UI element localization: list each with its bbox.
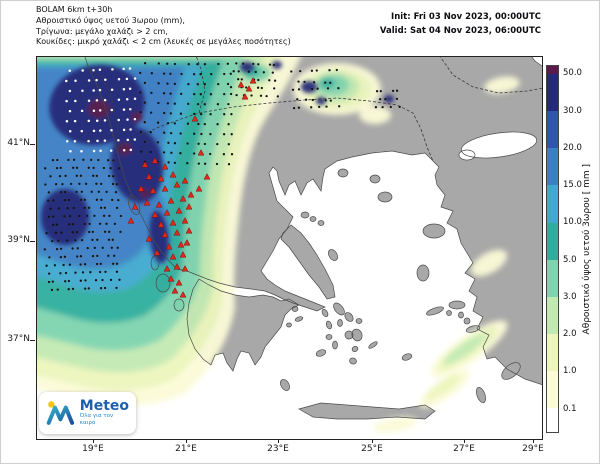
lat-tickmark xyxy=(30,340,35,341)
small-hail-white-dots-layer xyxy=(65,67,137,153)
colorbar-tick-label: 10.0 xyxy=(563,217,582,228)
colorbar-segment xyxy=(547,111,558,149)
lat-tick-label: 41°N xyxy=(7,138,30,148)
colorbar-ticks: 0.1 1.0 2.0 3.0 5.0 10.0 15.0 20.0 30.0 50.0 xyxy=(563,65,593,433)
colorbar-tick-label: 0.1 xyxy=(563,403,577,414)
header-subtitle-3: Κουκίδες: μικρό χαλάζι < 2 cm (λευκές σε… xyxy=(36,37,291,47)
colorbar-tick-label: 30.0 xyxy=(563,105,582,116)
colorbar-label: Αθροιστικό ύψος υετού 3ωρου [ mm ] xyxy=(582,163,592,335)
lon-tick-label: 21°E xyxy=(175,444,197,454)
colorbar-segment xyxy=(547,222,558,260)
coastline-layer xyxy=(84,57,542,420)
colorbar-tick-label: 3.0 xyxy=(563,291,577,302)
lat-tick-label: 37°N xyxy=(7,334,30,344)
lon-tickmark xyxy=(533,439,534,443)
colorbar-segment xyxy=(547,370,558,408)
colorbar-tick-label: 50.0 xyxy=(563,68,582,79)
lat-tick-label: 39°N xyxy=(7,235,30,245)
colorbar-segment xyxy=(547,407,558,432)
map-frame xyxy=(36,56,543,440)
lon-tick-label: 25°E xyxy=(361,444,383,454)
colorbar-tick-label: 20.0 xyxy=(563,142,582,153)
sun-dot-icon xyxy=(48,401,55,408)
run-time-block: Init: Fri 03 Nov 2023, 00:00UTC Valid: S… xyxy=(380,10,541,38)
colorbar-tick-label: 2.0 xyxy=(563,329,577,340)
colorbar-segment xyxy=(547,66,558,75)
colorbar-strip xyxy=(546,65,559,433)
colorbar-segment xyxy=(547,259,558,297)
header-subtitle-1: Αθροιστικό ύψος υετού 3ωρου (mm), xyxy=(36,15,185,25)
m-glyph-icon xyxy=(46,405,75,425)
valid-time-label: Valid: Sat 04 Nov 2023, 06:00UTC xyxy=(379,26,541,37)
colorbar-tick-label: 15.0 xyxy=(563,180,582,191)
colorbar-segment xyxy=(547,296,558,334)
colorbar-segment xyxy=(547,333,558,371)
lon-tickmark xyxy=(464,439,465,443)
lon-tickmark xyxy=(278,439,279,443)
colorbar-segment xyxy=(547,148,558,186)
map-svg xyxy=(37,57,542,433)
meteo-logo: Meteo Όλα για τον καιρό xyxy=(39,392,136,434)
meteo-logo-icon xyxy=(46,401,75,425)
lon-tick-label: 27°E xyxy=(453,444,475,454)
meteo-tagline: Όλα για τον καιρό xyxy=(79,413,114,427)
colorbar-segment xyxy=(547,185,558,223)
lon-tickmark xyxy=(186,439,187,443)
colorbar-tick-label: 1.0 xyxy=(563,366,577,377)
lon-tick-label: 29°E xyxy=(522,444,544,454)
model-title: BOLAM 6km t+30h xyxy=(36,5,113,14)
lat-tickmark xyxy=(30,144,35,145)
header-subtitle-2: Τρίγωνα: μεγάλο χαλάζι > 2 cm, xyxy=(36,26,168,36)
lon-tick-label: 23°E xyxy=(267,444,289,454)
init-time-label: Init: Fri 03 Nov 2023, 00:00UTC xyxy=(391,12,541,22)
colorbar-segment xyxy=(547,74,558,112)
lat-tickmark xyxy=(30,241,35,242)
meteo-brand: Meteo xyxy=(79,397,129,414)
lon-tickmark xyxy=(93,439,94,443)
header-text-block: BOLAM 6km t+30h Αθροιστικό ύψος υετού 3ω… xyxy=(36,5,291,48)
colorbar-tick-label: 5.0 xyxy=(563,254,577,265)
lon-tick-label: 19°E xyxy=(82,444,104,454)
lon-tickmark xyxy=(372,439,373,443)
large-hail-triangles-layer xyxy=(127,77,257,298)
small-hail-dots-layer xyxy=(43,62,401,292)
